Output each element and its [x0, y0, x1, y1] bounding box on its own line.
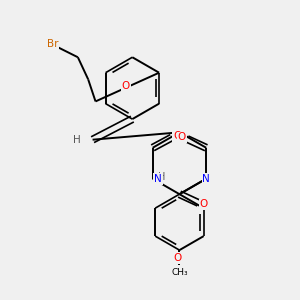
- Text: O: O: [173, 131, 181, 141]
- Text: N: N: [202, 174, 210, 184]
- Text: CH₃: CH₃: [171, 268, 188, 277]
- Text: N: N: [154, 174, 162, 184]
- Text: H: H: [73, 135, 80, 145]
- Text: Br: Br: [47, 39, 58, 49]
- Text: O: O: [178, 133, 186, 142]
- Text: O: O: [122, 81, 130, 91]
- Text: H: H: [158, 172, 165, 182]
- Text: O: O: [200, 200, 208, 209]
- Text: O: O: [174, 253, 182, 263]
